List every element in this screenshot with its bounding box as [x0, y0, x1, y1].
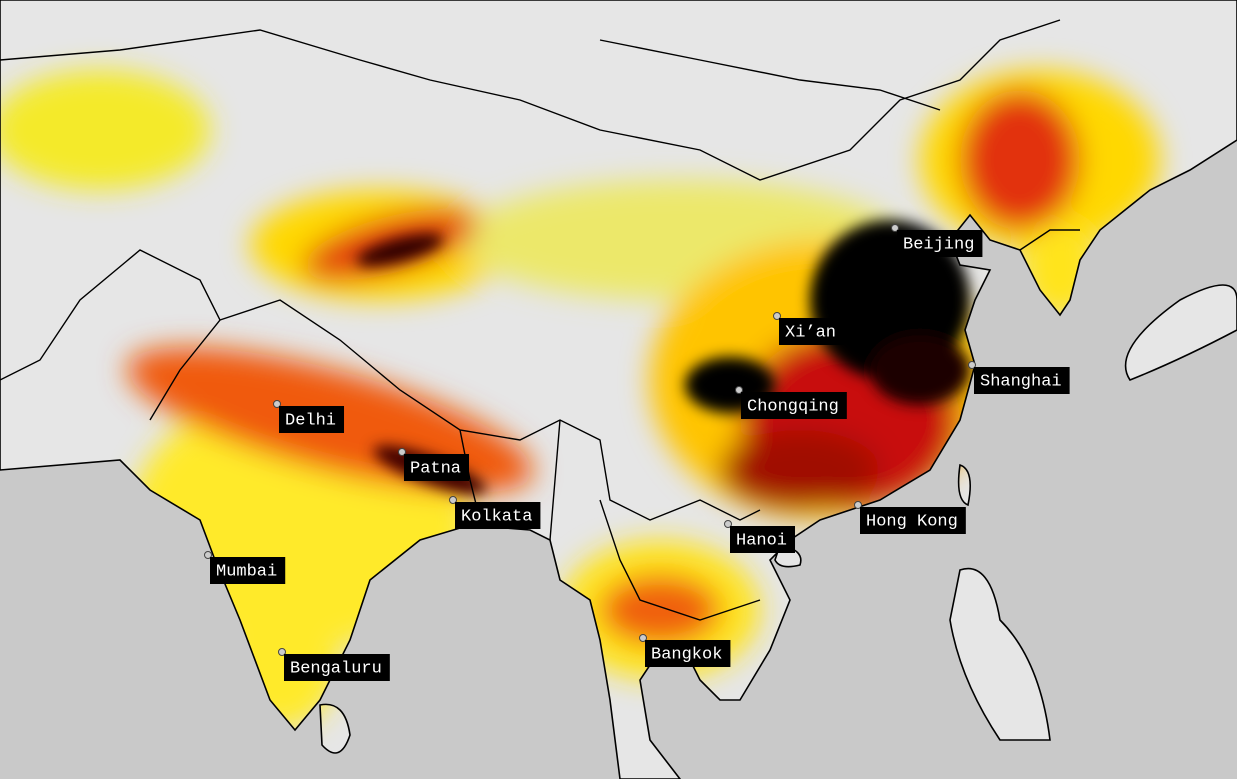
label-box: [210, 557, 286, 584]
label-box: [897, 230, 983, 257]
city-name: Xi’an: [785, 323, 836, 342]
city-name: Delhi: [285, 411, 336, 430]
city: Bengaluru: [278, 648, 390, 681]
city-dot: [735, 386, 743, 394]
label-box: [404, 454, 470, 481]
label-box: [455, 502, 541, 529]
city: Bangkok: [639, 634, 731, 667]
city: Chongqing: [735, 386, 847, 419]
city-dot: [891, 224, 899, 232]
label-box: [741, 392, 847, 419]
label-box: [279, 406, 345, 433]
label-box: [860, 507, 966, 534]
city: Hanoi: [724, 520, 796, 553]
label-box: [284, 654, 390, 681]
city-name: Hong Kong: [866, 512, 958, 531]
city: Xi’an: [773, 312, 845, 345]
city-dot: [773, 312, 781, 320]
city-name: Chongqing: [747, 397, 839, 416]
city: Delhi: [273, 400, 345, 433]
city: Patna: [398, 448, 470, 481]
city-labels: Beijing Xi’an Shanghai Chongqing Delhi Patna K…: [204, 224, 1070, 681]
city-name: Beijing: [903, 235, 974, 254]
city: Kolkata: [449, 496, 541, 529]
city-name: Patna: [410, 459, 461, 478]
label-box: [730, 526, 796, 553]
label-box: [645, 640, 731, 667]
city-dot: [398, 448, 406, 456]
city-name: Bangkok: [651, 645, 722, 664]
city-name: Kolkata: [461, 507, 532, 526]
city-name: Hanoi: [736, 531, 787, 550]
city: Mumbai: [204, 551, 286, 584]
city-dot: [278, 648, 286, 656]
city-dot: [724, 520, 732, 528]
city-dot: [204, 551, 212, 559]
city-name: Mumbai: [216, 562, 277, 581]
city-name: Shanghai: [980, 372, 1062, 391]
city-dot: [273, 400, 281, 408]
label-box: [974, 367, 1070, 394]
city-dot: [968, 361, 976, 369]
label-box: [779, 318, 845, 345]
city: Shanghai: [968, 361, 1070, 394]
city: Hong Kong: [854, 501, 966, 534]
city-name: Bengaluru: [290, 659, 382, 678]
city-dot: [449, 496, 457, 504]
city-dot: [639, 634, 647, 642]
borders: [0, 19, 1080, 621]
city: Beijing: [891, 224, 983, 257]
city-dot: [854, 501, 862, 509]
